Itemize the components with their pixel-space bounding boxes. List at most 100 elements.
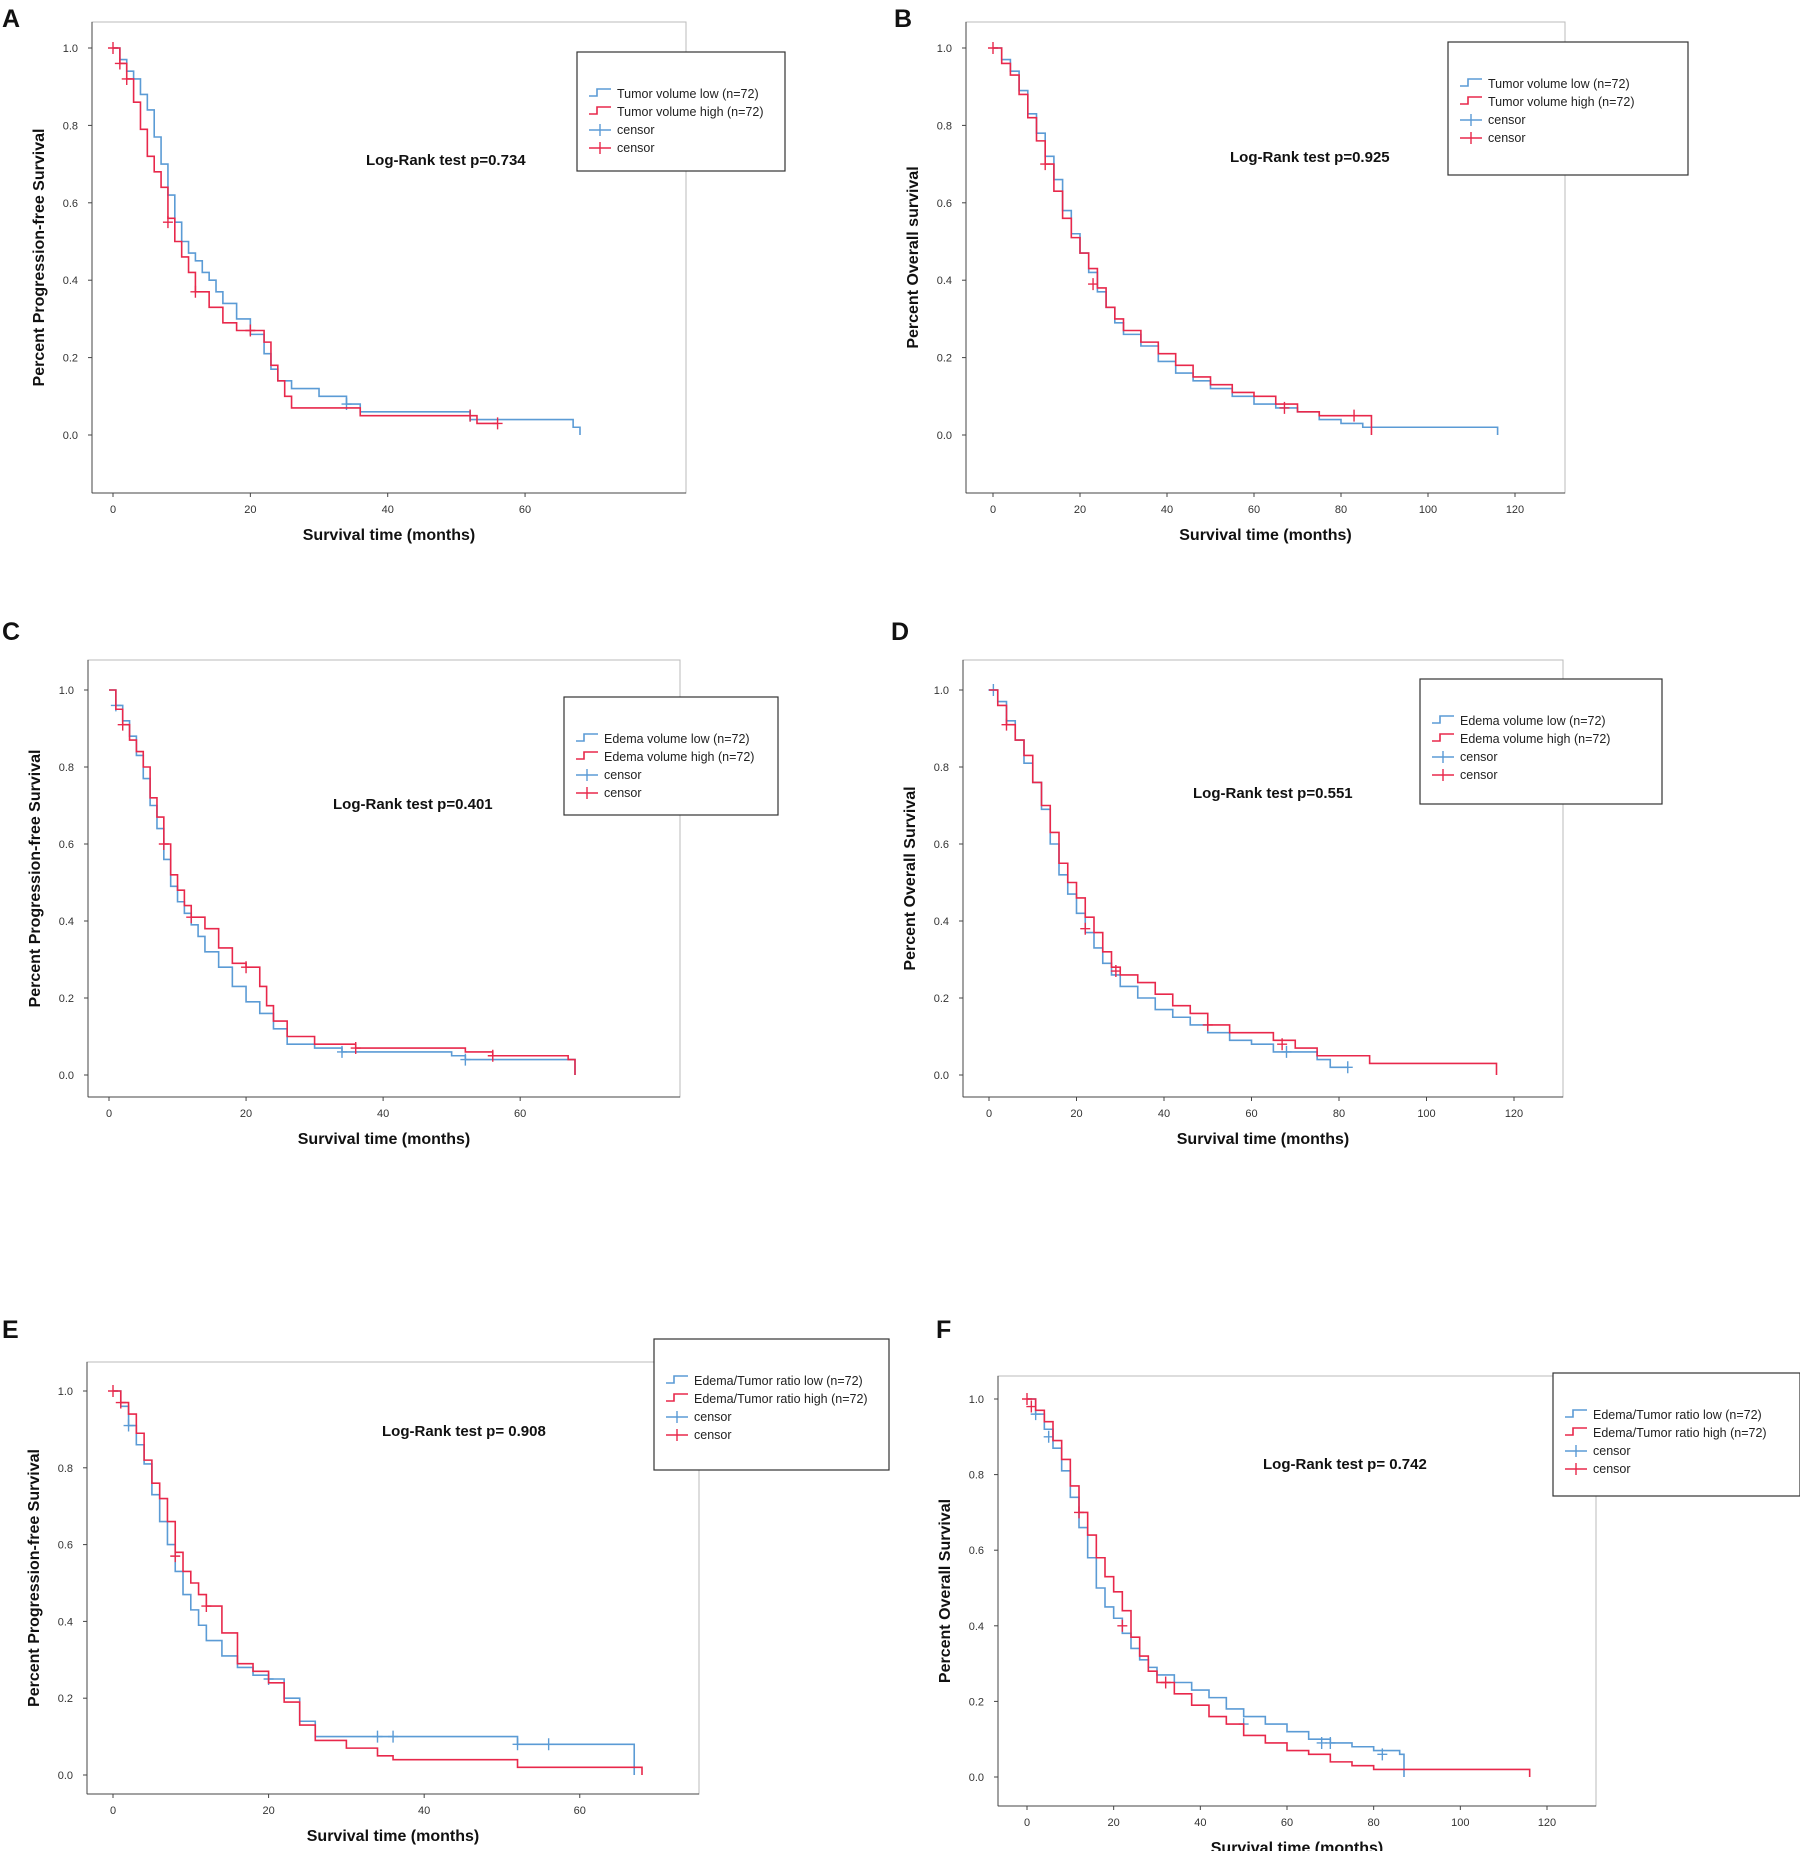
y-tick-label: 0.8	[934, 762, 949, 774]
censor-mark-high	[465, 409, 476, 422]
legend-entry: Tumor volume low (n=72)	[617, 87, 759, 101]
legend-entry: censor	[1488, 131, 1526, 145]
censor-mark-high	[158, 838, 169, 850]
legend: Edema/Tumor ratio low (n=72) Edema/Tumor …	[1552, 1372, 1800, 1497]
legend-swatch-low	[1432, 715, 1454, 724]
x-tick-label: 0	[110, 504, 116, 516]
legend-swatch-high	[1460, 96, 1482, 105]
log-rank-annotation: Log-Rank test p=0.925	[1230, 149, 1390, 166]
y-tick-label: 0.6	[934, 839, 949, 851]
legend-entry: censor	[1593, 1444, 1631, 1458]
censor-mark-high	[162, 216, 173, 229]
x-tick-label: 20	[262, 1805, 274, 1817]
censor-mark-high	[1001, 718, 1012, 731]
legend-censor-swatch-high	[1565, 1463, 1587, 1475]
censor-mark-high	[201, 1600, 212, 1613]
y-tick-label: 0.2	[969, 1696, 984, 1708]
y-axis-title: Percent Overall Survival	[937, 1499, 954, 1683]
y-tick-label: 1.0	[934, 685, 949, 697]
legend-entry: Edema/Tumor ratio high (n=72)	[694, 1392, 868, 1406]
x-tick-label: 100	[1451, 1817, 1469, 1829]
km-curve-low	[989, 689, 1348, 1069]
y-tick-label: 0.6	[63, 198, 78, 210]
y-tick-label: 0.0	[969, 1772, 984, 1784]
censor-mark-low	[337, 1045, 347, 1058]
x-tick-label: 40	[377, 1108, 389, 1120]
legend-entry: censor	[617, 123, 655, 137]
legend-censor-swatch-high	[1460, 132, 1482, 144]
x-tick-label: 40	[1158, 1108, 1170, 1120]
y-tick-label: 0.4	[59, 916, 74, 928]
censor-mark-high	[190, 285, 201, 298]
censor-mark-high	[1110, 965, 1121, 978]
y-axis-title: Percent Progression-free Survival	[27, 750, 44, 1008]
km-curve-low	[113, 47, 581, 435]
x-tick-label: 20	[240, 1108, 252, 1120]
legend-censor-swatch-low	[1460, 114, 1482, 126]
km-curve-low	[993, 47, 1499, 435]
x-tick-label: 40	[1161, 504, 1173, 516]
legend-swatch-low	[1565, 1409, 1587, 1418]
legend: Tumor volume low (n=72) Tumor volume high…	[576, 51, 786, 172]
legend-entry: Tumor volume low (n=72)	[1488, 77, 1630, 91]
y-tick-label: 0.2	[63, 353, 78, 365]
legend-entry: Edema volume high (n=72)	[1460, 732, 1610, 746]
y-tick-label: 0.4	[63, 275, 78, 287]
y-tick-label: 0.2	[59, 993, 74, 1005]
panel-label: F	[936, 1316, 951, 1344]
censor-mark-low	[543, 1738, 554, 1751]
x-tick-label: 0	[986, 1108, 992, 1120]
censor-mark-low	[460, 1053, 471, 1066]
censor-mark-high	[487, 1049, 498, 1062]
legend-censor-swatch-low	[576, 769, 598, 781]
x-tick-label: 120	[1538, 1817, 1556, 1829]
x-tick-label: 40	[382, 504, 394, 516]
panel-label: D	[891, 618, 909, 646]
x-tick-label: 20	[1074, 504, 1086, 516]
y-tick-label: 0.6	[969, 1545, 984, 1557]
y-tick-label: 0.4	[58, 1616, 73, 1628]
legend-entry: censor	[604, 768, 642, 782]
panel-c: C 0.0 0.2 0.4 0.6 0.8 1.0 0 20 40 60 Survival time …	[2, 618, 779, 1148]
y-tick-label: 0.0	[937, 430, 952, 442]
x-tick-label: 60	[1281, 1817, 1293, 1829]
legend-censor-swatch-low	[1432, 751, 1454, 763]
x-tick-label: 40	[418, 1805, 430, 1817]
censor-mark-high	[186, 911, 197, 924]
censor-mark-low	[388, 1730, 399, 1743]
censor-mark-high	[117, 718, 128, 731]
censor-mark-low	[372, 1730, 383, 1743]
legend-censor-swatch-low	[589, 124, 611, 136]
legend-box	[1552, 1372, 1800, 1497]
km-curve-high	[1027, 1398, 1531, 1777]
legend-entry: censor	[1460, 750, 1498, 764]
censor-mark-low	[1043, 1430, 1054, 1443]
censor-mark-high	[114, 57, 125, 70]
y-tick-label: 0.4	[934, 916, 949, 928]
legend-entry: censor	[694, 1428, 732, 1442]
censor-mark-high	[1277, 1038, 1288, 1051]
y-tick-label: 1.0	[969, 1394, 984, 1406]
y-tick-label: 1.0	[63, 43, 78, 55]
y-tick-label: 0.4	[969, 1621, 984, 1633]
legend-entry: censor	[1488, 113, 1526, 127]
y-axis-title: Percent Progression-free Survival	[26, 1449, 43, 1707]
legend: Edema/Tumor ratio low (n=72) Edema/Tumor …	[653, 1338, 890, 1471]
legend-entry: censor	[1460, 768, 1498, 782]
log-rank-annotation: Log-Rank test p= 0.908	[382, 1423, 546, 1440]
legend-censor-swatch-high	[1432, 769, 1454, 781]
y-tick-label: 0.6	[58, 1540, 73, 1552]
panel-b: B 0.0 0.2 0.4 0.6 0.8 1.0 0 20 40 60 80 100 120 Surviv…	[894, 5, 1689, 544]
legend-box	[1419, 678, 1663, 805]
panel-e: E 0.0 0.2 0.4 0.6 0.8 1.0 0 20 40 60 Survival time …	[2, 1316, 890, 1845]
legend-swatch-low	[666, 1375, 688, 1384]
censor-mark-high	[1022, 1393, 1032, 1405]
censor-mark-high	[108, 42, 118, 54]
x-tick-label: 40	[1194, 1817, 1206, 1829]
censor-mark-high	[1080, 922, 1091, 935]
legend-entry: Tumor volume high (n=72)	[617, 105, 763, 119]
censor-mark-high	[350, 1042, 361, 1055]
x-tick-label: 60	[1245, 1108, 1257, 1120]
x-tick-label: 0	[1024, 1817, 1030, 1829]
legend: Tumor volume low (n=72) Tumor volume high…	[1447, 41, 1689, 176]
